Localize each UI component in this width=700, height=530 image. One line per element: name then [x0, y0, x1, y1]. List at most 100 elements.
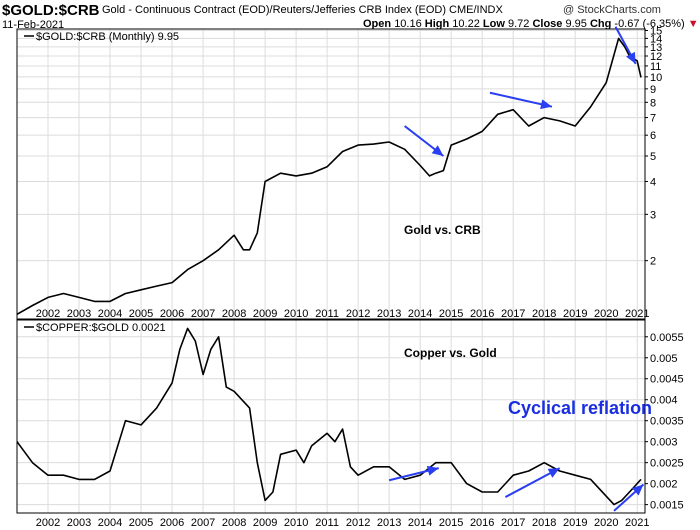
copper-gold-x-tick-label: 2009	[253, 517, 277, 529]
gold-crb-legend: $GOLD:$CRB (Monthly) 9.95	[36, 31, 179, 43]
copper-gold-x-tick-label: 2010	[284, 517, 308, 529]
gold-crb-y-tick-label: 10	[650, 72, 662, 84]
gold-crb-x-tick-label: 2011	[315, 308, 339, 320]
copper-gold-y-tick-label: 0.0025	[650, 458, 684, 470]
close-value: 9.95	[565, 18, 587, 30]
copper-gold-x-tick-label: 2021	[625, 517, 649, 529]
copper-gold-arrow-1-head	[547, 468, 560, 478]
copper-gold-y-tick-label: 0.002	[650, 479, 678, 491]
gold-crb-series-line	[16, 37, 642, 315]
low-value: 9.72	[507, 18, 530, 30]
gold-crb-arrow-1-head	[540, 99, 552, 110]
gold-crb-y-tick-label: 3	[650, 209, 656, 221]
gold-crb-x-tick-label: 2008	[222, 308, 246, 320]
copper-gold-x-tick-label: 2007	[191, 517, 215, 529]
copper-gold-x-tick-label: 2018	[532, 517, 556, 529]
gold-crb-x-tick-label: 2016	[470, 308, 494, 320]
gold-crb-x-tick-label: 2012	[346, 308, 370, 320]
gold-crb-x-tick-label: 2006	[160, 308, 184, 320]
stockcharts-watermark: @ StockCharts.com	[563, 4, 661, 16]
gold-crb-arrow-2-head	[626, 51, 636, 64]
copper-gold-x-ticks: 2002 2003 2004 2005 2006 2007 2008 2009 2010 2011…	[36, 517, 650, 529]
gold-crb-grid	[17, 29, 645, 319]
gold-crb-x-tick-label: 2007	[191, 308, 215, 320]
gold-crb-x-tick-label: 2013	[377, 308, 401, 320]
copper-gold-y-tick-label: 0.0045	[650, 374, 684, 386]
high-label: High	[424, 18, 450, 30]
chart-description: Gold - Continuous Contract (EOD)/Reuters…	[102, 4, 503, 16]
gold-crb-y-tick-label: 8	[650, 97, 656, 109]
copper-gold-x-tick-label: 2006	[160, 517, 184, 529]
gold-crb-y-tick-label: 11	[650, 61, 661, 73]
gold-crb-x-tick-label: 2020	[594, 308, 618, 320]
copper-gold-x-tick-label: 2019	[563, 517, 587, 529]
chg-value: -0.67 (-6.35%)	[614, 18, 685, 30]
quote-bar: Open 10.16 High 10.22 Low 9.72 Close 9.9…	[363, 18, 699, 30]
gold-crb-x-tick-label: 2021	[625, 308, 649, 320]
gold-crb-y-tick-label: 6	[650, 130, 656, 142]
copper-gold-x-tick-label: 2004	[98, 517, 122, 529]
copper-gold-x-tick-label: 2017	[501, 517, 525, 529]
close-label: Close	[532, 18, 563, 30]
gold-crb-y-tick-label: 9	[650, 84, 656, 96]
copper-gold-x-tick-label: 2020	[594, 517, 618, 529]
gold-crb-y-tick-label: 4	[650, 176, 656, 188]
copper-gold-x-tick-label: 2002	[36, 517, 60, 529]
high-value: 10.22	[452, 18, 480, 30]
copper-gold-y-tick-label: 0.003	[650, 437, 678, 449]
gold-crb-x-tick-label: 2010	[284, 308, 308, 320]
gold-crb-x-tick-label: 2015	[439, 308, 463, 320]
chg-down-marker: ▼	[687, 18, 699, 30]
gold-crb-x-tick-label: 2003	[67, 308, 91, 320]
copper-gold-x-tick-label: 2011	[315, 517, 339, 529]
copper-gold-y-tick-label: 0.0035	[650, 416, 684, 428]
copper-gold-y-tick-label: 0.004	[650, 395, 678, 407]
copper-gold-annotation: Copper vs. Gold	[404, 346, 497, 360]
open-value: 10.16	[394, 18, 422, 30]
copper-gold-x-tick-label: 2013	[377, 517, 401, 529]
gold-crb-y-tick-label: 13	[650, 42, 662, 54]
copper-gold-y-tick-label: 0.0015	[650, 500, 684, 512]
gold-crb-y-tick-label: 2	[650, 256, 656, 268]
chart-symbol: $GOLD:$CRB	[2, 2, 100, 19]
cyclical-reflation-annotation: Cyclical reflation	[508, 398, 652, 418]
copper-gold-x-tick-label: 2015	[439, 517, 463, 529]
copper-gold-y-ticks: 0.0015 0.002 0.0025 0.003 0.0035 0.004 0.0045 0…	[645, 332, 684, 512]
gold-crb-x-ticks: 2002 2003 2004 2005 2006 2007 2008 2009 2010 2011…	[36, 308, 650, 320]
chart-date: 11-Feb-2021	[2, 19, 65, 31]
copper-gold-x-tick-label: 2008	[222, 517, 246, 529]
copper-gold-x-tick-label: 2003	[67, 517, 91, 529]
copper-gold-x-tick-label: 2005	[129, 517, 153, 529]
gold-crb-panel-frame	[16, 28, 646, 320]
gold-crb-y-tick-label: 12	[650, 51, 662, 63]
gold-crb-x-tick-label: 2002	[36, 308, 60, 320]
copper-gold-grid	[17, 320, 645, 513]
gold-crb-y-tick-label: 7	[650, 113, 656, 125]
gold-crb-x-tick-label: 2005	[129, 308, 153, 320]
gold-crb-x-tick-label: 2014	[408, 308, 432, 320]
copper-gold-x-tick-label: 2012	[346, 517, 370, 529]
copper-gold-arrow-0-head	[426, 465, 439, 476]
copper-gold-x-tick-label: 2016	[470, 517, 494, 529]
gold-crb-y-tick-label: 15	[650, 26, 662, 38]
gold-crb-y-tick-label: 14	[650, 33, 662, 45]
copper-gold-y-tick-label: 0.005	[650, 353, 678, 365]
gold-crb-annotation: Gold vs. CRB	[404, 223, 481, 237]
gold-crb-y-tick-label: 5	[650, 151, 656, 163]
gold-crb-arrow-0-head	[431, 145, 444, 156]
copper-gold-panel-frame	[16, 319, 646, 514]
copper-gold-x-tick-label: 2014	[408, 517, 432, 529]
copper-gold-arrow-2-head	[631, 484, 644, 496]
copper-gold-y-tick-label: 0.0055	[650, 332, 684, 344]
copper-gold-legend: $COPPER:$GOLD 0.0021	[36, 322, 166, 334]
open-label: Open	[363, 18, 392, 30]
chg-label: Chg	[589, 18, 612, 30]
gold-crb-x-tick-label: 2017	[501, 308, 525, 320]
gold-crb-x-tick-label: 2009	[253, 308, 277, 320]
low-label: Low	[482, 18, 505, 30]
annotation-arrows	[388, 26, 645, 512]
copper-gold-series-line	[16, 327, 642, 506]
gold-crb-x-tick-label: 2004	[98, 308, 122, 320]
